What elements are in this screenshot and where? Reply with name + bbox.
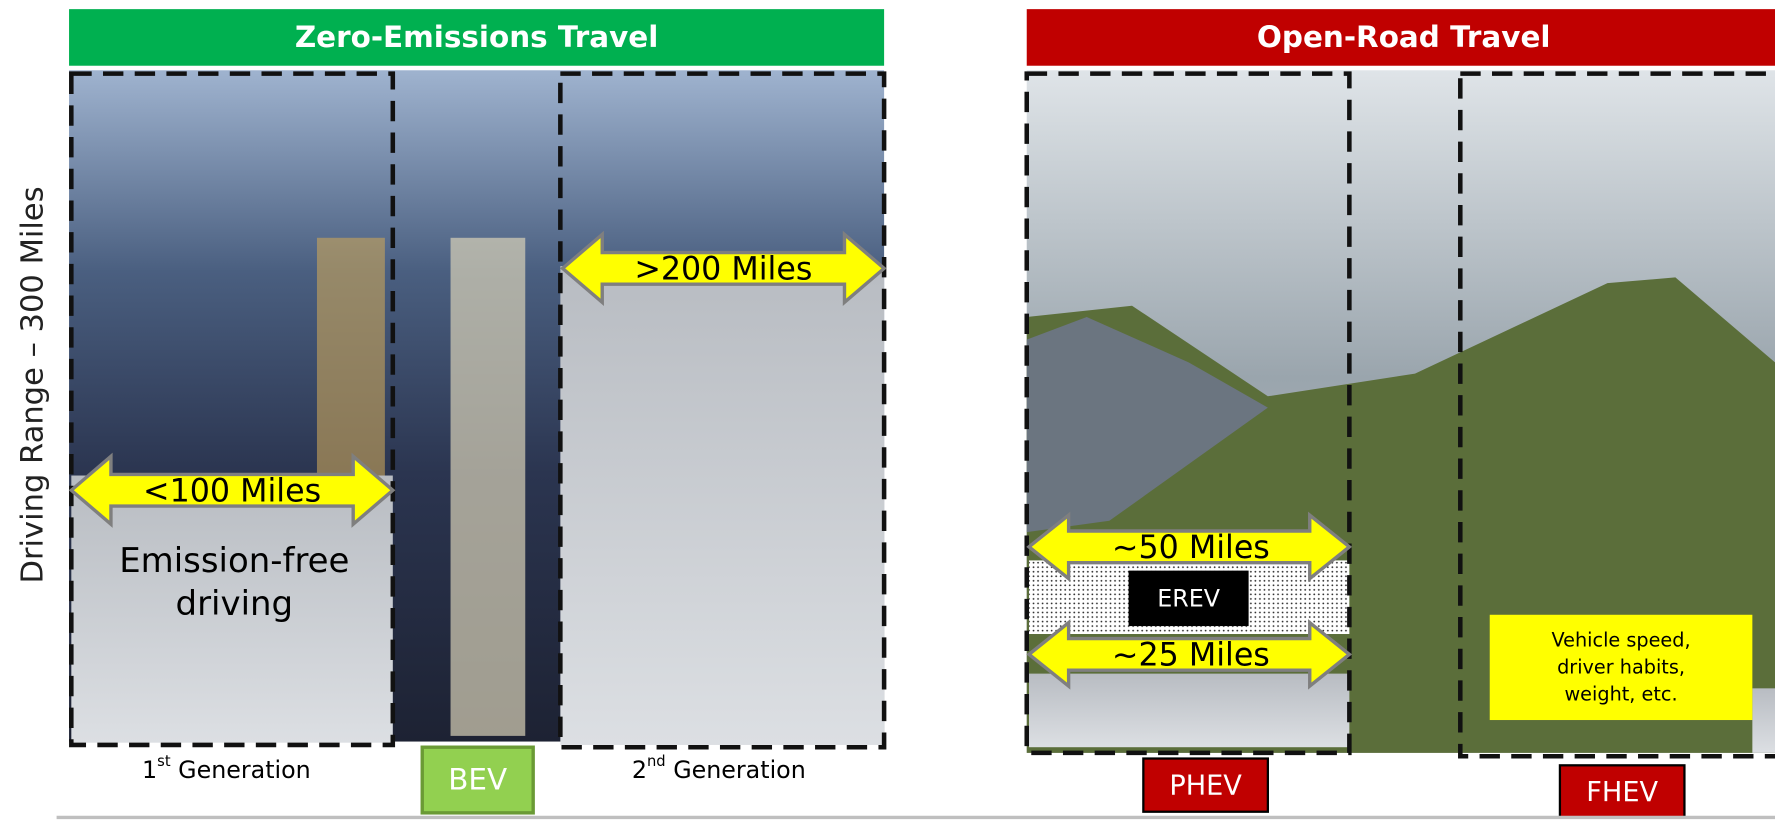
generation-label: 2nd Generation: [632, 753, 806, 784]
fhev-badge: [1558, 764, 1686, 819]
note-box: [1489, 614, 1753, 721]
fhev-box: [1458, 71, 1775, 759]
ordinal: 2: [632, 755, 647, 783]
generation-text: Generation: [666, 755, 806, 783]
far-mountain: [1026, 317, 1268, 533]
fhev-label: FHEV: [1586, 777, 1658, 808]
second-gen-box: [558, 71, 887, 750]
range-arrow: [1026, 619, 1353, 690]
left-title: Zero-Emissions Travel: [295, 20, 659, 54]
phev-label: PHEV: [1169, 770, 1242, 801]
range-label: ~25 Miles: [1112, 638, 1270, 674]
range-fill: [1029, 673, 1350, 748]
tower: [450, 237, 526, 736]
note-line: driving: [176, 584, 294, 624]
axis-label: Driving Range – 300 Miles: [15, 186, 50, 583]
generation-label: 1st Generation: [142, 753, 311, 784]
ordinal: 1: [142, 755, 157, 783]
erev-badge: [1128, 570, 1249, 627]
right-title-bar: [1026, 9, 1775, 66]
note-line: weight, etc.: [1564, 683, 1677, 706]
left-title-bar: [69, 9, 885, 66]
first-gen-box: [69, 71, 396, 748]
note-line: Vehicle speed,: [1551, 628, 1690, 651]
right-title: Open-Road Travel: [1257, 20, 1551, 54]
range-label: ~50 Miles: [1112, 530, 1270, 566]
phev-badge: [1142, 757, 1269, 813]
note-line: Emission-free: [119, 541, 349, 581]
range-arrow: [1026, 511, 1353, 583]
bev-label: BEV: [448, 763, 507, 797]
range-fill: [560, 266, 885, 745]
bev-badge: [420, 745, 535, 815]
erev-label: EREV: [1157, 585, 1221, 613]
range-label: <100 Miles: [143, 474, 321, 510]
generation-text: Generation: [171, 755, 311, 783]
range-label: >200 Miles: [634, 252, 812, 288]
range-fill: [71, 475, 393, 743]
phev-box: [1024, 71, 1352, 756]
note-line: driver habits,: [1557, 655, 1685, 678]
range-arrow: [68, 452, 396, 528]
range-fill: [1752, 688, 1775, 753]
ordinal-suffix: st: [157, 753, 171, 770]
range-arrow: [560, 230, 887, 307]
ordinal-suffix: nd: [647, 753, 666, 770]
